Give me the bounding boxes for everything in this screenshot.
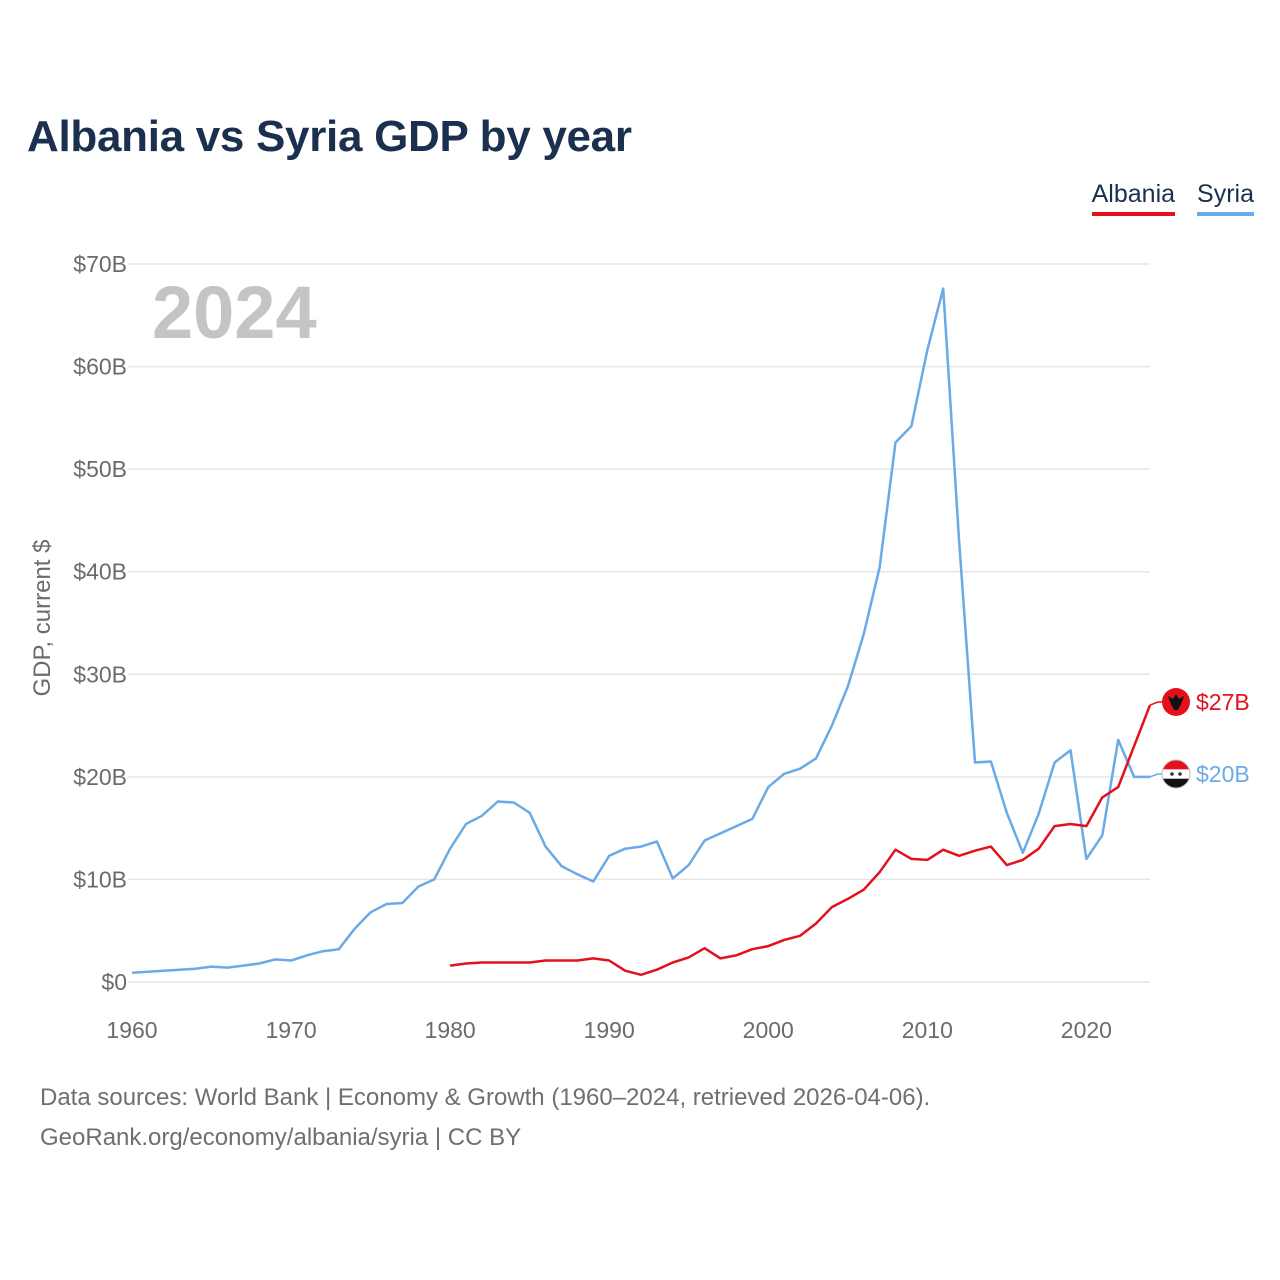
series-line-syria[interactable] <box>131 287 1150 975</box>
x-tick-label: 1980 <box>425 1017 476 1043</box>
y-tick-label: $30B <box>73 661 127 687</box>
x-tick-label: 1960 <box>106 1017 157 1043</box>
y-tick-label: $70B <box>73 251 127 277</box>
y-tick-label: $10B <box>73 866 127 892</box>
x-axis-ticks: 1960 1970 1980 1990 2000 2010 2020 <box>106 1017 1112 1043</box>
y-tick-label: $40B <box>73 559 127 585</box>
source-credit-link[interactable]: GeoRank.org/economy/albania/syria | CC B… <box>40 1124 522 1151</box>
x-tick-label: 2010 <box>902 1017 953 1043</box>
series-line-albania[interactable] <box>449 704 1152 977</box>
chart-title: Albania vs Syria GDP by year <box>27 112 632 161</box>
y-axis-ticks: $0 $10B $20B $30B $40B $50B $60B $70B <box>73 251 127 995</box>
grid-lines <box>128 263 1150 983</box>
endpoint-connector-albania <box>1149 701 1162 706</box>
x-tick-label: 2000 <box>743 1017 794 1043</box>
flag-syria-icon <box>1161 759 1191 789</box>
x-tick-label: 2020 <box>1061 1017 1112 1043</box>
y-tick-label: $20B <box>73 764 127 790</box>
data-sources-note: Data sources: World Bank | Economy & Gro… <box>40 1084 931 1111</box>
y-axis-label: GDP, current $ <box>29 540 56 697</box>
y-tick-label: $0 <box>101 969 127 995</box>
year-watermark: 2024 <box>152 271 317 354</box>
flag-albania-icon <box>1162 688 1190 716</box>
series-endpoints: $20B $27B <box>1149 688 1250 789</box>
series-lines <box>131 287 1152 977</box>
x-tick-label: 1970 <box>265 1017 316 1043</box>
y-tick-label: $60B <box>73 354 127 380</box>
end-label-albania: $27B <box>1196 689 1250 715</box>
end-label-syria: $20B <box>1196 761 1250 787</box>
legend-item-albania[interactable]: Albania <box>1091 180 1176 216</box>
x-tick-label: 1990 <box>584 1017 635 1043</box>
legend-item-syria[interactable]: Syria <box>1197 180 1254 216</box>
y-tick-label: $50B <box>73 456 127 482</box>
endpoint-connector-syria <box>1149 773 1162 778</box>
legend: Albania Syria <box>1091 180 1254 216</box>
